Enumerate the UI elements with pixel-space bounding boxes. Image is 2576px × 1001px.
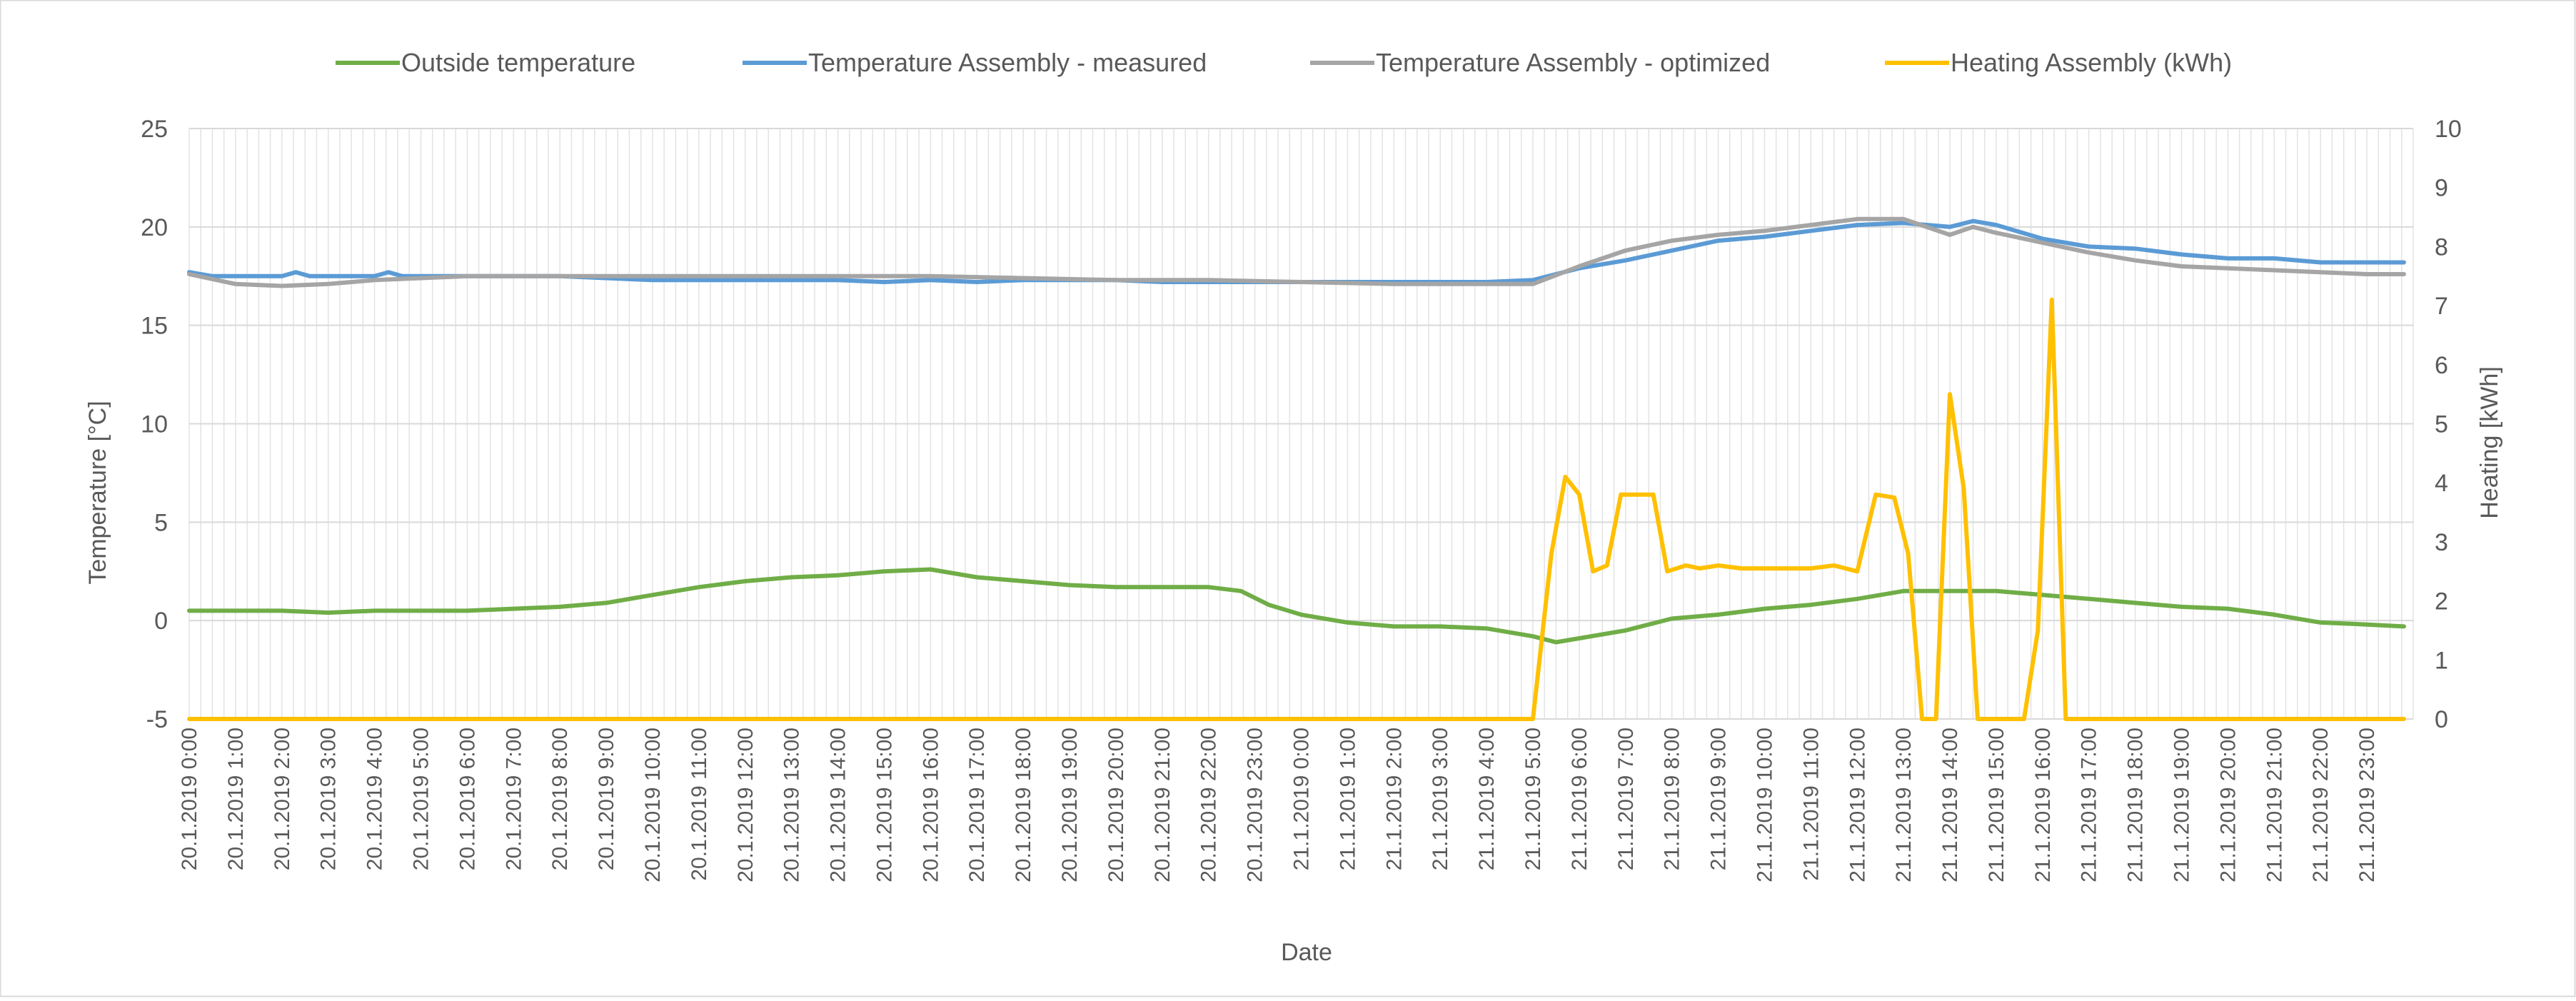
x-tick-label: 21.1.2019 7:00 xyxy=(1614,728,1638,870)
x-tick-label: 21.1.2019 20:00 xyxy=(2216,728,2240,882)
y-tick-label: 15 xyxy=(141,313,168,340)
y-tick-label: 25 xyxy=(141,116,168,143)
x-tick-label: 20.1.2019 1:00 xyxy=(224,728,248,870)
y-tick-label: 0 xyxy=(154,608,168,635)
x-tick-label: 21.1.2019 12:00 xyxy=(1846,728,1869,882)
x-tick-label: 21.1.2019 6:00 xyxy=(1568,728,1591,870)
x-tick-label: 21.1.2019 9:00 xyxy=(1707,728,1731,870)
y2-tick-label: 4 xyxy=(2435,470,2448,497)
x-tick-label: 20.1.2019 11:00 xyxy=(688,728,711,881)
x-tick-label: 20.1.2019 23:00 xyxy=(1244,728,1267,882)
x-tick-label: 21.1.2019 17:00 xyxy=(2078,728,2101,882)
x-tick-label: 20.1.2019 22:00 xyxy=(1197,728,1221,882)
x-tick-label: 21.1.2019 15:00 xyxy=(1985,728,2008,882)
x-tick-label: 20.1.2019 6:00 xyxy=(456,728,479,870)
legend-label-temperature-assembly-measured[interactable]: Temperature Assembly - measured xyxy=(808,48,1207,77)
x-tick-label: 20.1.2019 14:00 xyxy=(827,728,850,882)
x-tick-label: 20.1.2019 20:00 xyxy=(1105,728,1128,882)
x-tick-label: 20.1.2019 13:00 xyxy=(780,728,804,882)
x-tick-label: 21.1.2019 13:00 xyxy=(1892,728,1916,882)
x-tick-label: 20.1.2019 4:00 xyxy=(363,728,387,870)
y2-tick-label: 2 xyxy=(2435,588,2448,615)
y-tick-label: 20 xyxy=(141,214,168,241)
x-tick-label: 21.1.2019 16:00 xyxy=(2031,728,2055,882)
y-tick-label: 5 xyxy=(154,509,168,536)
y2-tick-label: 10 xyxy=(2435,116,2462,143)
series-line-heating-assembly-kwh xyxy=(187,297,2406,721)
x-tick-label: 20.1.2019 0:00 xyxy=(178,728,201,870)
x-tick-label: 20.1.2019 21:00 xyxy=(1151,728,1174,882)
x-tick-label: 21.1.2019 14:00 xyxy=(1938,728,1962,882)
x-tick-label: 20.1.2019 3:00 xyxy=(317,728,341,870)
y2-tick-label: 8 xyxy=(2435,233,2448,261)
series-line-temperature-assembly-optimized xyxy=(187,216,2406,288)
x-tick-label: 20.1.2019 17:00 xyxy=(965,728,989,882)
legend-label-temperature-assembly-optimized[interactable]: Temperature Assembly - optimized xyxy=(1376,48,1770,77)
x-tick-label: 20.1.2019 16:00 xyxy=(919,728,942,882)
x-tick-label: 20.1.2019 12:00 xyxy=(734,728,758,882)
x-tick-label: 20.1.2019 5:00 xyxy=(409,728,433,870)
legend[interactable]: Outside temperature Temperature Assembly … xyxy=(336,48,2232,77)
x-tick-label: 21.1.2019 21:00 xyxy=(2263,728,2286,882)
y2-tick-label: 1 xyxy=(2435,647,2448,674)
x-tick-label: 20.1.2019 18:00 xyxy=(1012,728,1035,882)
x-axis-title: Date xyxy=(1281,939,1332,966)
y2-tick-label: 6 xyxy=(2435,352,2448,379)
y-tick-label: -5 xyxy=(146,706,168,733)
x-tick-label: 21.1.2019 0:00 xyxy=(1290,728,1314,870)
legend-label-heating-assembly-kwh[interactable]: Heating Assembly (kWh) xyxy=(1951,48,2232,77)
x-tick-label: 21.1.2019 19:00 xyxy=(2170,728,2194,882)
x-tick-label: 21.1.2019 11:00 xyxy=(1799,728,1823,881)
x-tick-label: 20.1.2019 10:00 xyxy=(641,728,665,882)
y2-tick-label: 9 xyxy=(2435,175,2448,202)
x-tick-label: 21.1.2019 23:00 xyxy=(2355,728,2379,882)
x-tick-label: 20.1.2019 15:00 xyxy=(872,728,896,882)
y2-tick-label: 7 xyxy=(2435,293,2448,320)
x-tick-label: 21.1.2019 4:00 xyxy=(1475,728,1499,870)
x-tick-label: 21.1.2019 2:00 xyxy=(1382,728,1406,870)
series-lines xyxy=(187,216,2406,721)
legend-label-outside-temperature[interactable]: Outside temperature xyxy=(401,48,635,77)
y-tick-label: 10 xyxy=(141,411,168,438)
x-tick-label: 20.1.2019 9:00 xyxy=(595,728,618,870)
y2-tick-label: 5 xyxy=(2435,411,2448,438)
y-axis-title: Temperature [°C] xyxy=(84,401,111,584)
x-tick-label: 20.1.2019 2:00 xyxy=(271,728,294,870)
y2-tick-label: 0 xyxy=(2435,706,2448,733)
x-tick-label: 20.1.2019 19:00 xyxy=(1058,728,1082,882)
x-tick-label: 21.1.2019 10:00 xyxy=(1753,728,1776,882)
y2-axis-title: Heating [kWh] xyxy=(2476,366,2503,519)
x-tick-label: 21.1.2019 8:00 xyxy=(1661,728,1684,870)
y2-tick-label: 3 xyxy=(2435,529,2448,556)
x-tick-label: 21.1.2019 5:00 xyxy=(1521,728,1545,870)
x-tick-label: 20.1.2019 7:00 xyxy=(502,728,525,870)
x-tick-label: 21.1.2019 18:00 xyxy=(2124,728,2148,882)
x-tick-label: 21.1.2019 22:00 xyxy=(2309,728,2333,882)
x-tick-label: 21.1.2019 1:00 xyxy=(1336,728,1359,870)
x-tick-label: 20.1.2019 8:00 xyxy=(548,728,572,870)
x-tick-label: 21.1.2019 3:00 xyxy=(1429,728,1452,870)
series-line-outside-temperature xyxy=(187,567,2406,645)
